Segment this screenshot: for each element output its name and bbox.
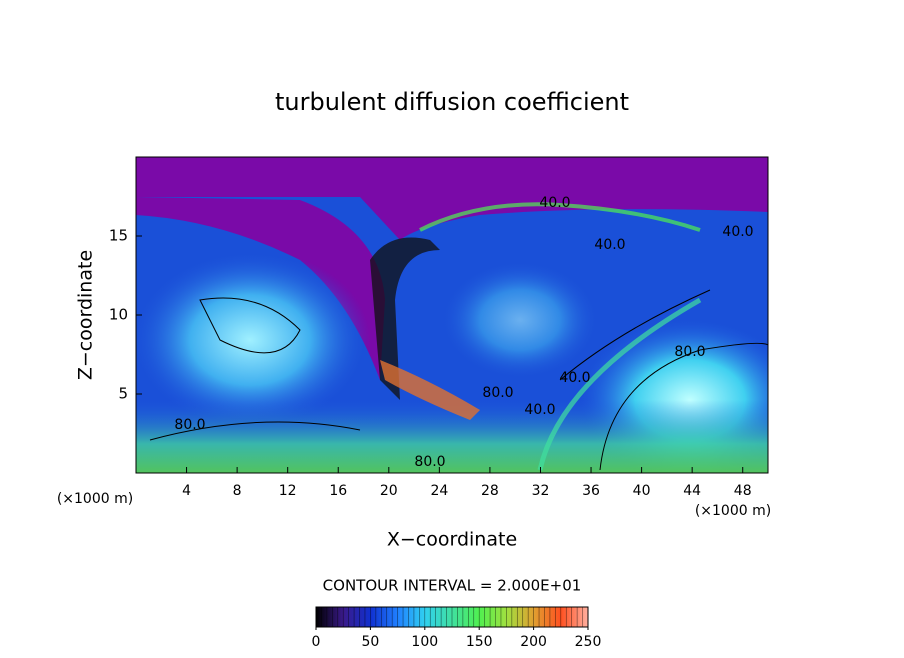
contour-label: 40.0: [722, 224, 753, 240]
contour-label: 40.0: [594, 237, 625, 253]
x-unit-label: (×1000 m): [695, 503, 771, 519]
contour-label: 40.0: [559, 370, 590, 386]
x-tick-label: 44: [683, 483, 701, 499]
x-tick-label: 16: [329, 483, 347, 499]
x-tick-label: 4: [182, 483, 191, 499]
colorbar-tick-label: 0: [312, 634, 321, 650]
field: [136, 157, 768, 473]
x-tick-label: 32: [532, 483, 550, 499]
contour-label: 80.0: [414, 454, 445, 470]
contour-label: 40.0: [524, 402, 555, 418]
colorbar-tick-label: 100: [411, 634, 438, 650]
contour-label: 80.0: [482, 385, 513, 401]
y-unit-label: (×1000 m): [57, 491, 133, 507]
x-tick-label: 40: [633, 483, 651, 499]
x-tick-label: 20: [380, 483, 398, 499]
x-tick-label: 48: [734, 483, 752, 499]
colorbar-tick-label: 50: [361, 634, 379, 650]
x-tick-label: 12: [279, 483, 297, 499]
y-axis-label: Z−coordinate: [75, 250, 97, 380]
y-tick-label: 15: [109, 227, 128, 245]
x-tick-label: 28: [481, 483, 499, 499]
contour-label: 40.0: [539, 195, 570, 211]
x-tick-label: 24: [430, 483, 448, 499]
contour-label: 80.0: [674, 344, 705, 360]
contour-label: 80.0: [174, 417, 205, 433]
y-tick-label: 10: [109, 306, 128, 324]
contour-interval: CONTOUR INTERVAL = 2.000E+01: [323, 577, 582, 595]
colorbar-tick-label: 250: [575, 634, 602, 650]
colorbar-tick-label: 200: [520, 634, 547, 650]
x-axis-label: X−coordinate: [387, 529, 517, 551]
x-tick-label: 8: [233, 483, 242, 499]
y-tick-label: 5: [118, 385, 128, 403]
chart-title: turbulent diffusion coefficient: [275, 88, 629, 116]
x-tick-label: 36: [582, 483, 600, 499]
colorbar-tick-label: 150: [466, 634, 493, 650]
